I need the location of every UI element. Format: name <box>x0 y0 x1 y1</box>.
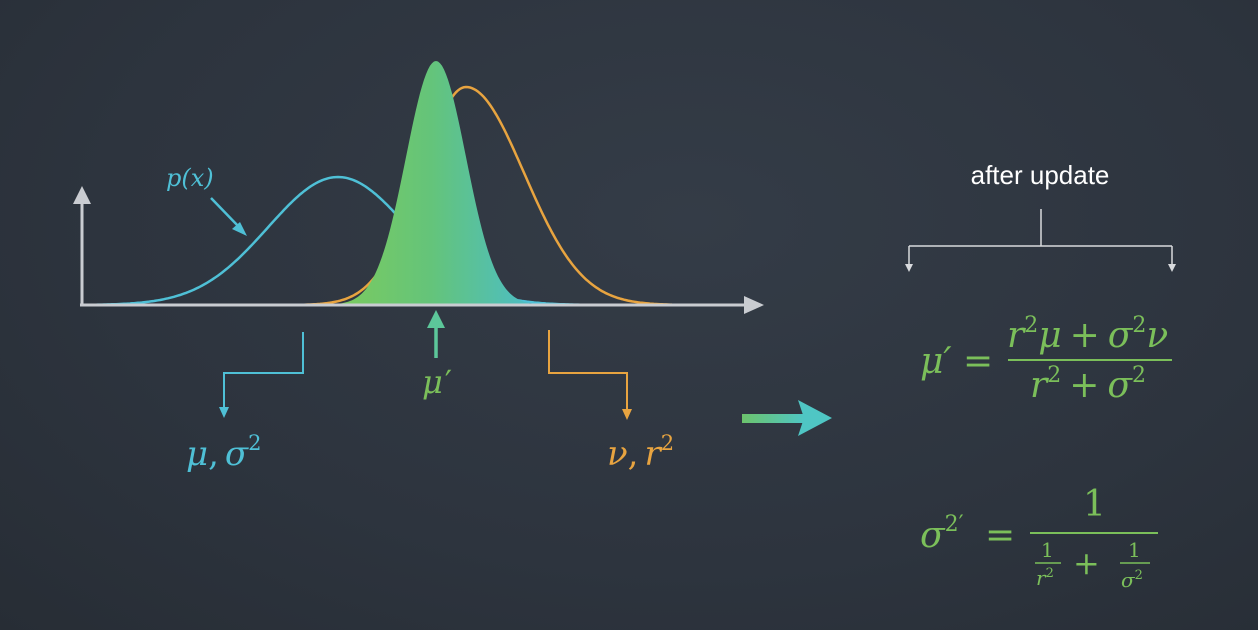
transition-arrow-shaft <box>742 414 804 423</box>
formula-variance-sub-num-a: 1 <box>1041 538 1054 562</box>
curve-label-pointer <box>210 197 241 229</box>
prior-curve <box>79 175 581 307</box>
formula-posterior-mean: μ′ = r2μ + σ2ν r2 + σ2 <box>920 313 1172 406</box>
measurement-param-connector <box>548 330 628 410</box>
formula-variance-lhs: σ2′ <box>920 512 964 556</box>
formula-mean-equals: = <box>963 341 993 382</box>
curve-label-pointer-head <box>232 222 247 236</box>
prior-param-connector <box>223 332 304 408</box>
y-axis-arrowhead <box>73 186 91 204</box>
formula-mean-denominator: r2 + σ2 <box>1030 363 1146 406</box>
formula-variance-sub-num-b: 1 <box>1128 538 1141 562</box>
formula-variance-plus: + <box>1073 544 1100 582</box>
formula-variance-equals: = <box>985 515 1015 556</box>
bracket-left-arrowhead <box>905 264 913 272</box>
measurement-param-arrowhead <box>622 409 632 420</box>
after-update-heading: after update <box>971 160 1110 190</box>
curve-label-px: p(x) <box>166 164 214 192</box>
measurement-curve <box>268 85 672 307</box>
formula-posterior-variance: σ2′ = 1 1 r2 + 1 σ2 <box>920 484 1158 592</box>
formula-mean-lhs: μ′ <box>920 341 952 382</box>
formula-variance-numerator: 1 <box>1083 484 1106 525</box>
prior-param-arrowhead <box>219 407 229 418</box>
formula-variance-sub-den-b: σ2 <box>1121 568 1143 592</box>
posterior-mean-label: μ′ <box>422 363 452 401</box>
formula-variance-sub-den-a: r2 <box>1036 566 1054 590</box>
measurement-params-label: ν, r2 <box>607 431 674 474</box>
x-axis-arrowhead <box>744 296 764 314</box>
posterior-mean-arrowhead <box>427 310 445 328</box>
bracket-right-arrowhead <box>1168 264 1176 272</box>
transition-arrowhead <box>798 400 832 436</box>
prior-params-label: μ, σ2 <box>186 431 262 474</box>
formula-mean-numerator: r2μ + σ2ν <box>1007 313 1168 356</box>
posterior-filled-curve <box>336 61 548 305</box>
